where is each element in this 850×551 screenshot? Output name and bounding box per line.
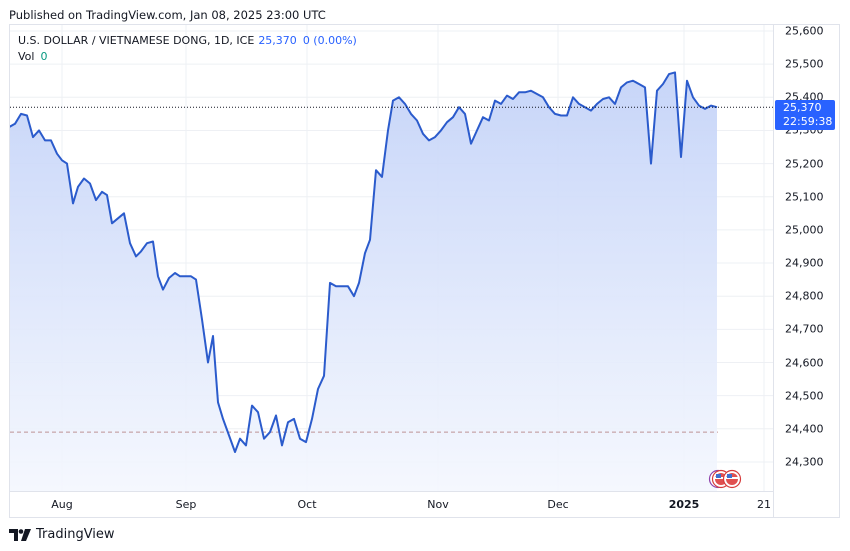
x-tick-label: 2025	[668, 498, 700, 511]
y-tick-label: 25,100	[785, 190, 824, 204]
y-tick-label: 24,400	[785, 422, 824, 436]
legend: U.S. DOLLAR / VIETNAMESE DONG, 1D, ICE 25…	[18, 33, 357, 65]
y-tick-label: 25,000	[785, 223, 824, 237]
y-tick-label: 24,800	[785, 289, 824, 303]
x-tick-label: Dec	[547, 498, 569, 511]
chart-frame	[9, 24, 840, 518]
price-line	[10, 71, 718, 453]
x-tick-label: 21	[757, 498, 771, 511]
tradingview-wordmark: TradingView	[36, 527, 115, 542]
volume-value: 0	[40, 50, 48, 63]
x-tick-label: Sep	[175, 498, 197, 511]
countdown-timer: 22:59:38	[783, 115, 833, 128]
published-caption: Published on TradingView.com, Jan 08, 20…	[9, 8, 326, 22]
legend-price: 25,370	[258, 34, 297, 47]
last-price-value: 25,370	[783, 101, 822, 114]
tradingview-logo-icon	[9, 528, 31, 541]
symbol-title: U.S. DOLLAR / VIETNAMESE DONG, 1D, ICE	[18, 34, 255, 47]
time-axis-separator	[9, 491, 773, 492]
us-economic-events-icon[interactable]	[708, 469, 748, 489]
volume-label: Vol	[18, 50, 35, 63]
y-tick-label: 24,900	[785, 256, 824, 270]
y-tick-label: 25,600	[785, 24, 824, 38]
y-tick-label: 25,500	[785, 57, 824, 71]
x-tick-label: Oct	[297, 498, 317, 511]
y-tick-label: 24,600	[785, 356, 824, 369]
y-tick-label: 24,300	[785, 455, 824, 469]
area-fill	[10, 72, 717, 491]
y-tick-label: 24,700	[785, 322, 824, 336]
price-axis-separator	[773, 24, 774, 518]
y-tick-label: 24,500	[785, 389, 824, 403]
x-tick-label: Nov	[427, 498, 449, 511]
x-tick-label: Aug	[51, 498, 73, 511]
last-price-label: 25,370 22:59:38	[775, 100, 835, 130]
legend-change: 0 (0.00%)	[302, 34, 357, 47]
footer-brand[interactable]: TradingView	[9, 527, 115, 542]
y-tick-label: 25,200	[785, 157, 824, 171]
